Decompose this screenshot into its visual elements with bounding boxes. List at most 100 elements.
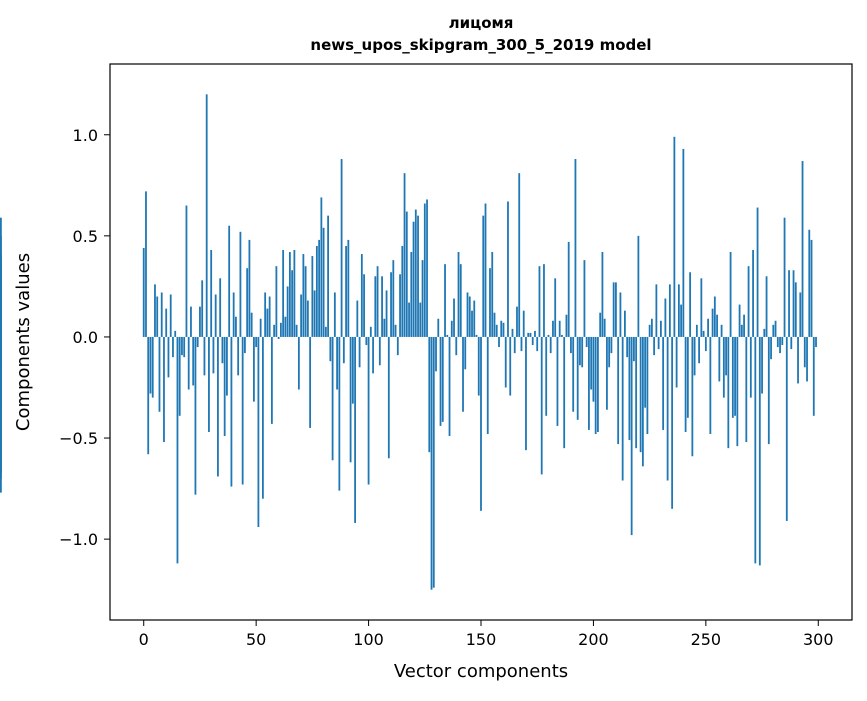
x-tick-label: 150	[466, 630, 497, 649]
bar-85	[333, 292, 336, 337]
bar-4	[151, 336, 154, 398]
bar-32	[214, 294, 217, 337]
bar-267	[743, 314, 745, 337]
bar-271	[752, 250, 754, 337]
bar-220	[637, 235, 640, 337]
bar-138	[453, 298, 455, 337]
bar-262	[731, 336, 734, 418]
x-tick-label: 250	[691, 630, 722, 649]
bar-111	[392, 260, 395, 337]
bar-166	[516, 306, 518, 337]
bar-28	[205, 94, 208, 337]
bar-164	[511, 328, 514, 337]
bar-134	[444, 264, 446, 337]
bar-261	[729, 252, 732, 337]
bar-234	[668, 284, 671, 337]
bar-117	[405, 211, 408, 337]
bar-48	[250, 312, 253, 337]
bar-113	[396, 336, 399, 356]
bar-41	[235, 316, 237, 337]
bar-139	[455, 336, 458, 356]
bar-225	[648, 324, 651, 337]
bar-82	[327, 215, 329, 337]
bar-77	[315, 245, 318, 337]
bar-257	[720, 324, 723, 337]
bar-201	[594, 336, 597, 434]
bar-235	[671, 336, 674, 509]
bar-31	[212, 336, 215, 374]
bar-150	[480, 336, 482, 511]
bar-123	[419, 302, 422, 337]
bar-3	[149, 336, 152, 394]
bar-131	[437, 318, 440, 337]
bar-163	[509, 336, 512, 396]
bar-80	[322, 227, 325, 337]
bar-280	[772, 324, 775, 337]
bar-210	[615, 282, 617, 337]
bar-184	[556, 336, 559, 426]
bar-43	[239, 231, 242, 337]
bar-298	[812, 336, 815, 416]
bar-289	[792, 270, 795, 337]
bar-253	[711, 308, 714, 337]
y-tick-label: −1.0	[59, 530, 98, 549]
bar-278	[767, 336, 770, 445]
bar-69	[297, 336, 300, 390]
bar-287	[788, 270, 790, 337]
bar-193	[576, 336, 579, 420]
bar-105	[378, 336, 381, 366]
bar-206	[606, 336, 608, 410]
bar-65	[288, 252, 291, 337]
bar-217	[630, 336, 633, 536]
bar-269	[747, 266, 750, 337]
bar-190	[570, 336, 572, 354]
bar-290	[794, 282, 797, 337]
y-tick-label: −0.5	[59, 429, 98, 448]
bar-258	[722, 336, 725, 398]
bar-255	[716, 314, 718, 337]
bar-197	[585, 336, 588, 348]
bar-232	[664, 298, 667, 337]
bar-35	[221, 336, 224, 364]
bar-205	[603, 318, 606, 337]
bar-292	[799, 292, 802, 337]
bar-172	[529, 332, 532, 337]
bar-0	[142, 247, 145, 337]
x-tick-label: 300	[803, 630, 834, 649]
bar-100	[367, 336, 370, 485]
bar-189	[567, 241, 570, 337]
bar-140	[457, 252, 460, 337]
bar-undefined	[0, 336, 2, 362]
bar-250	[704, 336, 707, 352]
bar-91	[347, 239, 350, 337]
bar-188	[565, 314, 568, 337]
bar-2	[147, 336, 150, 455]
bar-23	[194, 336, 197, 495]
bar-10	[165, 308, 168, 337]
bar-130	[435, 336, 437, 372]
bar-89	[342, 336, 345, 364]
bar-75	[311, 256, 314, 337]
bar-233	[666, 336, 669, 481]
bar-212	[619, 292, 622, 337]
bar-149	[477, 336, 480, 396]
bar-183	[554, 278, 557, 337]
bar-50	[255, 336, 258, 348]
bar-165	[513, 336, 516, 354]
bar-24	[196, 336, 199, 348]
bar-90	[345, 245, 347, 337]
bar-194	[579, 336, 581, 366]
bar-214	[624, 310, 626, 337]
bar-145	[468, 296, 471, 337]
bar-168	[520, 336, 523, 352]
bar-92	[349, 336, 352, 463]
bar-155	[491, 252, 494, 337]
y-tick-label: 1.0	[73, 126, 98, 145]
bar-136	[448, 336, 451, 437]
bar-118	[408, 302, 410, 337]
bar-97	[360, 254, 363, 337]
bar-162	[507, 201, 509, 337]
bar-39	[230, 336, 233, 487]
bar-115	[401, 245, 404, 337]
bar-264	[736, 336, 739, 447]
